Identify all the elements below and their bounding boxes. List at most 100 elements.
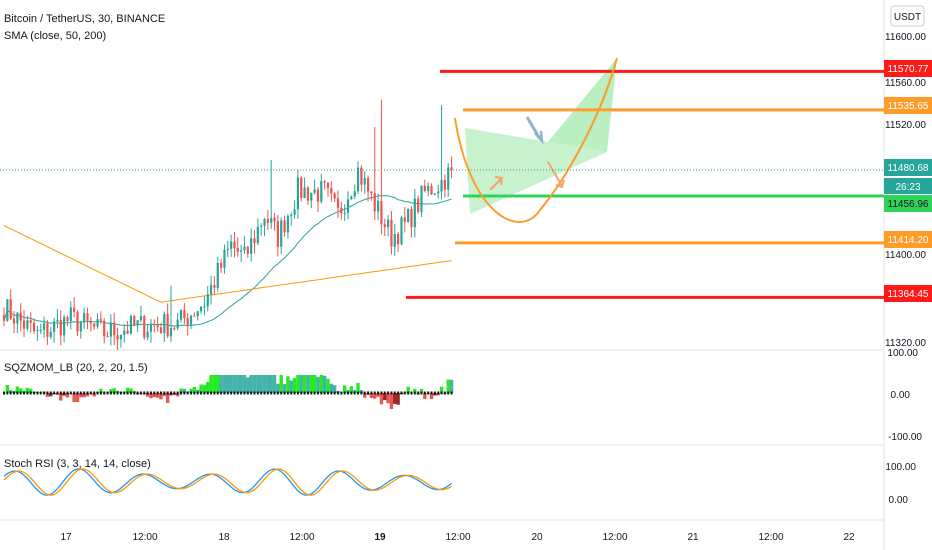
squeeze-dot [107, 392, 109, 395]
momentum-bar [310, 375, 313, 393]
momentum-bar [386, 393, 389, 403]
squeeze-dot [43, 392, 45, 395]
candle-body [207, 294, 209, 306]
candle-body [10, 299, 12, 318]
squeeze-dot [340, 392, 342, 395]
candle-body [13, 319, 15, 324]
candle-body [40, 330, 42, 331]
squeeze-dot [434, 392, 436, 395]
squeeze-dot [320, 392, 322, 395]
squeeze-dot [290, 392, 292, 395]
squeeze-dot [334, 392, 336, 395]
candle-body [344, 213, 346, 214]
candle-body [243, 247, 245, 250]
candle-body [163, 314, 165, 333]
momentum-bar [256, 375, 259, 393]
momentum-bar [209, 375, 212, 393]
momentum-bar [213, 375, 216, 393]
price-tick: 11400.00 [885, 250, 926, 261]
squeeze-dot [66, 392, 68, 395]
candle-body [126, 331, 128, 334]
squeeze-dot [390, 392, 392, 395]
candle-body [60, 320, 62, 335]
squeeze-dot [133, 392, 135, 395]
candle-body [190, 316, 192, 325]
momentum-bar [356, 383, 359, 393]
candle-body [130, 316, 132, 334]
squeeze-dot [254, 392, 256, 395]
candle-body [277, 221, 279, 247]
candle-body [147, 332, 149, 338]
squeeze-dot [63, 392, 65, 395]
time-tick: 17 [60, 532, 72, 543]
candle-body [237, 248, 239, 252]
level-tag-11414: 11414.20 [888, 235, 929, 246]
squeeze-dot [110, 392, 112, 395]
squeeze-dot [6, 392, 8, 395]
squeeze-dot [40, 392, 42, 395]
squeeze-dot [36, 392, 38, 395]
candle-body [30, 320, 32, 323]
squeeze-dot [257, 392, 259, 395]
candle-body [427, 186, 429, 191]
squeeze-dot [147, 392, 149, 395]
candle-body [210, 285, 212, 294]
momentum-bar [303, 375, 306, 393]
candle-body [177, 320, 179, 329]
squeeze-dot [153, 392, 155, 395]
momentum-bar [226, 375, 229, 393]
stoch-rsi-legend: Stoch RSI (3, 3, 14, 14, close) [4, 458, 151, 470]
momentum-bar [286, 376, 289, 393]
squeeze-dot [327, 392, 329, 395]
candle-body [233, 242, 235, 248]
candle-body [400, 217, 402, 244]
squeeze-dot [270, 392, 272, 395]
candle-body [293, 209, 295, 215]
candle-body [410, 209, 412, 227]
candle-body [170, 328, 172, 336]
squeeze-dot [307, 392, 309, 395]
candle-body [93, 323, 95, 326]
candle-body [404, 217, 406, 222]
squeeze-dot [143, 392, 145, 395]
squeeze-dot [387, 392, 389, 395]
candle-body [227, 249, 229, 250]
squeeze-dot [317, 392, 319, 395]
candle-body [223, 250, 225, 268]
candle-body [394, 234, 396, 246]
candle-body [110, 323, 112, 337]
squeeze-dot [46, 392, 48, 395]
candle-body [20, 313, 22, 321]
candle-body [183, 310, 185, 318]
squeeze-dot [304, 392, 306, 395]
candle-body [257, 227, 259, 243]
momentum-bar [259, 375, 262, 393]
candle-body [43, 323, 45, 329]
squeeze-dot [160, 392, 162, 395]
momentum-tick: -100.00 [888, 432, 922, 443]
squeeze-dot [180, 392, 182, 395]
candle-body [153, 324, 155, 325]
squeeze-dot [380, 392, 382, 395]
squeeze-dot [441, 392, 443, 395]
squeeze-dot [287, 392, 289, 395]
squeeze-dot [83, 392, 85, 395]
squeeze-dot [294, 392, 296, 395]
squeeze-dot [3, 392, 5, 395]
squeeze-dot [300, 392, 302, 395]
candle-body [90, 321, 92, 324]
candle-body [100, 319, 102, 321]
candle-body [157, 325, 159, 327]
candle-body [63, 317, 65, 335]
squeeze-dot [407, 392, 409, 395]
squeeze-dot [444, 392, 446, 395]
momentum-bar [380, 393, 383, 404]
currency-label: USDT [894, 12, 921, 23]
candle-body [430, 186, 432, 195]
squeeze-dot [350, 392, 352, 395]
squeeze-dot [220, 392, 222, 395]
squeeze-dot [347, 392, 349, 395]
squeeze-dot [210, 392, 212, 395]
squeeze-dot [410, 392, 412, 395]
